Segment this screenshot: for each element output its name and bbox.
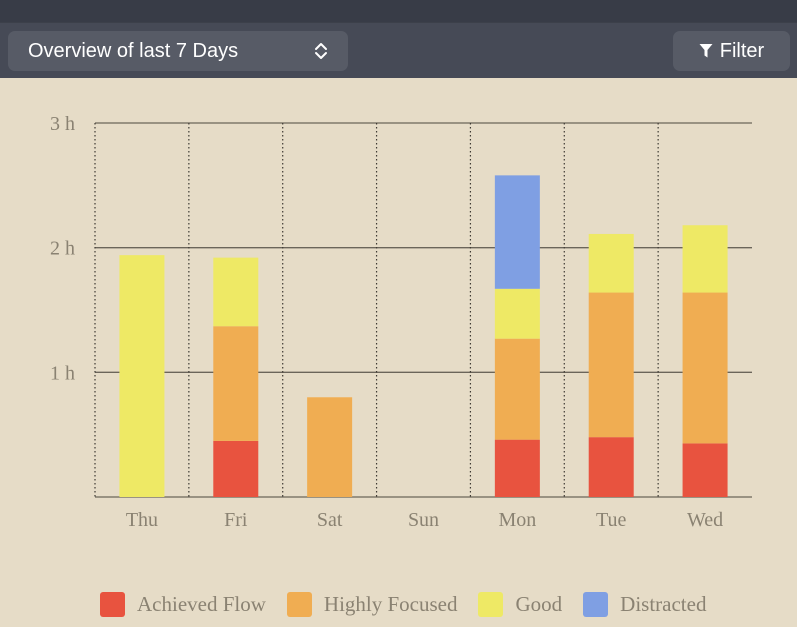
bar-segment — [682, 292, 728, 444]
bar-segment — [588, 233, 634, 293]
bar-segment — [494, 338, 540, 440]
bar-segment — [213, 257, 259, 327]
legend-label: Distracted — [620, 591, 707, 616]
bar-segment — [588, 292, 634, 438]
y-tick-label: 3 h — [50, 113, 75, 135]
date-range-label: Overview of last 7 Days — [28, 39, 239, 62]
x-tick-label: Fri — [224, 509, 248, 531]
x-tick-label: Sun — [408, 509, 439, 531]
bar-segment — [119, 255, 165, 497]
x-tick-label: Tue — [596, 509, 627, 531]
y-tick-label: 2 h — [50, 238, 75, 260]
legend-swatch — [583, 591, 609, 617]
legend-item: Achieved Flow — [100, 591, 266, 617]
bar-segment — [494, 439, 540, 497]
x-tick-label: Thu — [126, 509, 158, 531]
x-tick-label: Wed — [687, 509, 723, 531]
legend-label: Highly Focused — [323, 591, 458, 616]
filter-button[interactable]: Filter — [673, 31, 790, 71]
y-axis-ticks: 3 h 2 h 1 h — [50, 113, 75, 384]
bar-segment — [213, 440, 259, 497]
x-tick-label: Mon — [498, 509, 536, 531]
bar-segment — [213, 326, 259, 441]
bar-segment — [494, 175, 540, 289]
legend-swatch — [478, 591, 504, 617]
bar-segment — [682, 443, 728, 497]
legend-swatch — [286, 591, 312, 617]
toolbar: Overview of last 7 Days Filter — [0, 22, 797, 78]
y-tick-label: 1 h — [50, 362, 75, 384]
filter-label: Filter — [719, 39, 765, 62]
chart-bars — [119, 175, 728, 497]
flow-time-chart: 3 h 2 h 1 h Thu Fri Sat Sun Mon Tue Wed — [50, 113, 752, 531]
legend-item: Distracted — [583, 591, 707, 617]
bar-segment — [588, 437, 634, 497]
legend-item: Highly Focused — [286, 591, 458, 617]
x-axis-ticks: Thu Fri Sat Sun Mon Tue Wed — [126, 509, 723, 531]
legend-item: Good — [478, 591, 563, 617]
legend-label: Achieved Flow — [137, 591, 266, 616]
legend-swatch — [100, 591, 125, 617]
date-range-select[interactable]: Overview of last 7 Days — [8, 31, 348, 71]
chart-legend: Achieved Flow Highly Focused Good Distracte… — [100, 589, 727, 619]
up-down-chevron-icon — [314, 41, 328, 61]
bar-segment — [494, 288, 540, 339]
legend-label: Good — [515, 591, 563, 616]
bar-segment — [682, 225, 728, 293]
funnel-icon — [699, 43, 713, 59]
bar-segment — [307, 397, 353, 497]
window-titlebar — [0, 0, 797, 22]
x-tick-label: Sat — [317, 509, 343, 531]
chart-grid — [94, 122, 752, 498]
